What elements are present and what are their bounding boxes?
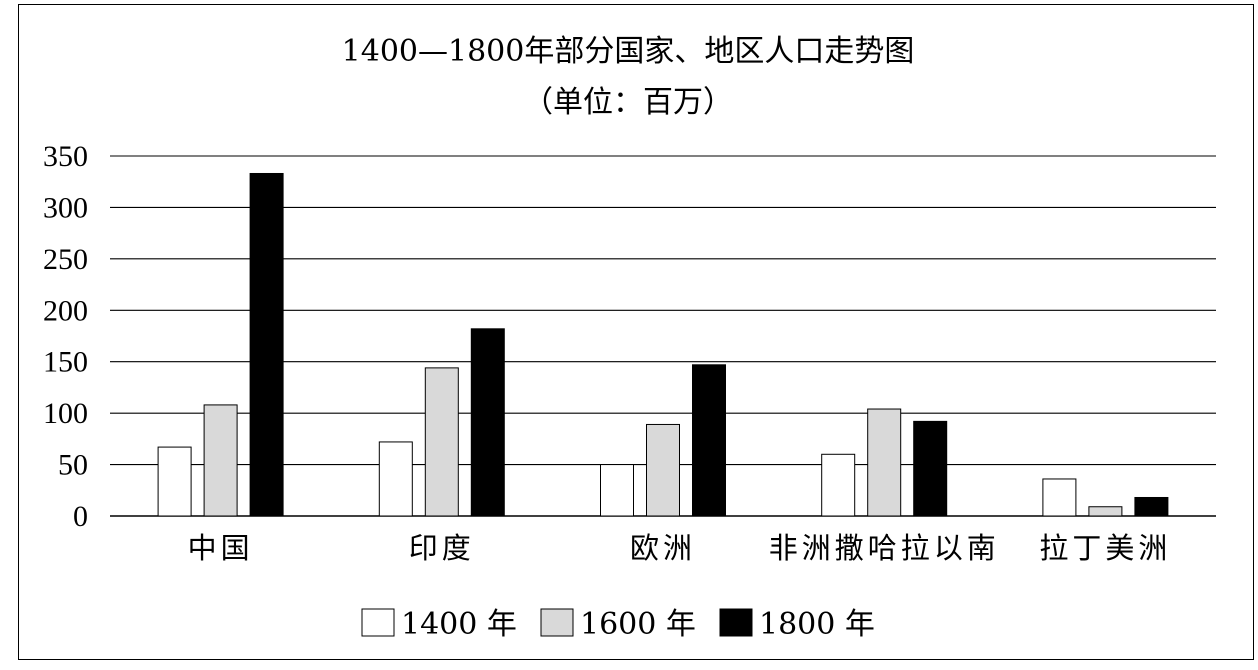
y-tick-label: 0 (73, 500, 88, 533)
chart-subtitle: （单位：百万） (523, 85, 733, 120)
y-tick-label: 250 (43, 243, 88, 276)
legend-swatch (540, 608, 574, 637)
gridlines (110, 155, 1216, 517)
chart-title: 1400—1800年部分国家、地区人口走势图 (342, 34, 915, 69)
bar (203, 404, 238, 517)
y-tick-label: 200 (43, 294, 88, 327)
bar (821, 453, 856, 517)
bar (157, 446, 192, 517)
bar (600, 464, 634, 517)
y-tick-label: 150 (43, 346, 88, 379)
legend: 1400 年 1600 年 1800 年 (361, 607, 875, 642)
legend-swatch (719, 608, 753, 637)
bar (378, 441, 413, 517)
bar (913, 420, 948, 517)
bars (157, 172, 1169, 517)
category-label: 非洲撒哈拉以南 (769, 531, 1000, 565)
bar (1088, 506, 1123, 517)
category-label: 印度 (409, 531, 475, 565)
y-tick-label: 350 (43, 140, 88, 173)
y-tick-label: 300 (43, 191, 88, 224)
category-label: 拉丁美洲 (1039, 531, 1171, 565)
bar (470, 328, 505, 517)
category-label: 欧洲 (630, 531, 696, 565)
legend-label: 1400 年 (401, 607, 517, 642)
bar (646, 423, 680, 517)
bar (249, 172, 284, 517)
bar (1042, 478, 1077, 517)
legend-swatch (361, 608, 395, 637)
y-axis-ticks: 0 50 100 150 200 250 300 350 (43, 140, 88, 533)
legend-label: 1800 年 (759, 607, 875, 642)
y-tick-label: 50 (58, 449, 88, 482)
category-label: 中国 (188, 531, 254, 565)
legend-label: 1600 年 (580, 607, 696, 642)
bar (1134, 496, 1169, 517)
bar (867, 408, 902, 517)
bar (692, 364, 726, 517)
y-tick-label: 100 (43, 397, 88, 430)
x-axis-categories: 中国 印度 欧洲 非洲撒哈拉以南 拉丁美洲 (188, 531, 1171, 565)
chart-frame (18, 4, 1254, 660)
bar (424, 367, 459, 517)
